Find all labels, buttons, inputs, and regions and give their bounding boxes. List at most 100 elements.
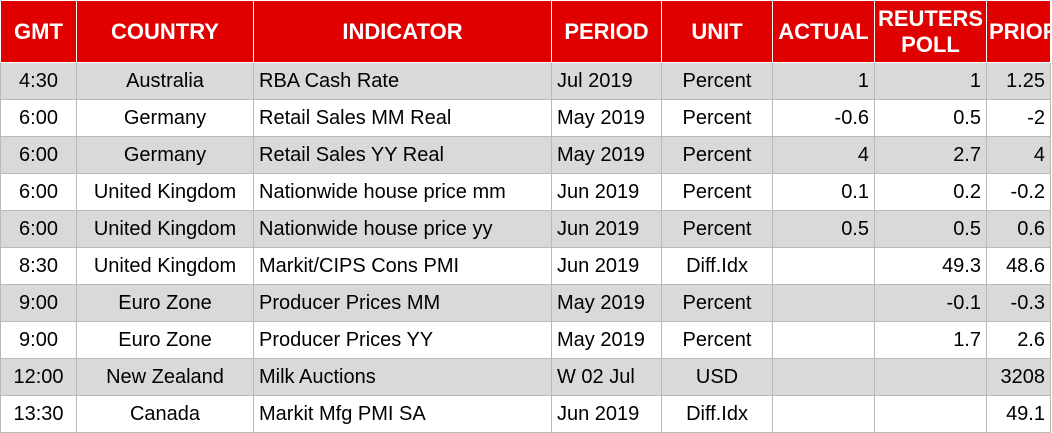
cell-gmt: 6:00 [0, 210, 77, 248]
cell-indicator: Retail Sales MM Real [253, 99, 552, 137]
cell-poll: -0.1 [874, 284, 987, 322]
cell-period: Jun 2019 [551, 210, 662, 248]
cell-actual: 0.5 [772, 210, 875, 248]
table-row: 6:00 Germany Retail Sales YY Real May 20… [0, 136, 1051, 174]
cell-indicator: Producer Prices MM [253, 284, 552, 322]
cell-country: United Kingdom [76, 210, 254, 248]
cell-indicator: Nationwide house price yy [253, 210, 552, 248]
cell-period: Jun 2019 [551, 395, 662, 433]
cell-gmt: 9:00 [0, 321, 77, 359]
header-indicator: INDICATOR [253, 0, 552, 63]
cell-unit: Diff.Idx [661, 395, 773, 433]
cell-period: Jul 2019 [551, 62, 662, 100]
table-row: 13:30 Canada Markit Mfg PMI SA Jun 2019 … [0, 395, 1051, 433]
cell-prior: 0.6 [986, 210, 1051, 248]
table-row: 6:00 United Kingdom Nationwide house pri… [0, 210, 1051, 248]
cell-gmt: 6:00 [0, 136, 77, 174]
cell-actual [772, 247, 875, 285]
cell-country: Canada [76, 395, 254, 433]
cell-unit: Percent [661, 99, 773, 137]
cell-poll: 1.7 [874, 321, 987, 359]
cell-poll: 1 [874, 62, 987, 100]
cell-period: Jun 2019 [551, 173, 662, 211]
table-row: 4:30 Australia RBA Cash Rate Jul 2019 Pe… [0, 62, 1051, 100]
cell-unit: Percent [661, 173, 773, 211]
header-reuters-poll: REUTERS POLL [874, 0, 987, 63]
cell-poll: 0.5 [874, 210, 987, 248]
cell-period: May 2019 [551, 284, 662, 322]
cell-period: May 2019 [551, 321, 662, 359]
cell-indicator: Milk Auctions [253, 358, 552, 396]
table-row: 6:00 Germany Retail Sales MM Real May 20… [0, 99, 1051, 137]
table-row: 12:00 New Zealand Milk Auctions W 02 Jul… [0, 358, 1051, 396]
cell-unit: Percent [661, 210, 773, 248]
cell-unit: Percent [661, 136, 773, 174]
cell-poll: 0.2 [874, 173, 987, 211]
cell-unit: USD [661, 358, 773, 396]
header-poll-line2: POLL [901, 31, 960, 57]
cell-indicator: Producer Prices YY [253, 321, 552, 359]
cell-unit: Percent [661, 321, 773, 359]
cell-poll: 0.5 [874, 99, 987, 137]
cell-poll [874, 358, 987, 396]
cell-prior: 49.1 [986, 395, 1051, 433]
cell-gmt: 4:30 [0, 62, 77, 100]
cell-country: New Zealand [76, 358, 254, 396]
cell-actual: -0.6 [772, 99, 875, 137]
cell-indicator: Markit/CIPS Cons PMI [253, 247, 552, 285]
cell-prior: 1.25 [986, 62, 1051, 100]
header-country: COUNTRY [76, 0, 254, 63]
cell-indicator: Markit Mfg PMI SA [253, 395, 552, 433]
cell-prior: 4 [986, 136, 1051, 174]
cell-prior: -2 [986, 99, 1051, 137]
cell-prior: -0.2 [986, 173, 1051, 211]
table-row: 6:00 United Kingdom Nationwide house pri… [0, 173, 1051, 211]
cell-unit: Diff.Idx [661, 247, 773, 285]
cell-gmt: 6:00 [0, 99, 77, 137]
cell-unit: Percent [661, 62, 773, 100]
cell-country: Euro Zone [76, 321, 254, 359]
cell-period: May 2019 [551, 136, 662, 174]
table-row: 8:30 United Kingdom Markit/CIPS Cons PMI… [0, 247, 1051, 285]
header-period: PERIOD [551, 0, 662, 63]
cell-prior: 2.6 [986, 321, 1051, 359]
cell-actual [772, 395, 875, 433]
cell-actual [772, 358, 875, 396]
header-actual: ACTUAL [772, 0, 875, 63]
cell-indicator: Nationwide house price mm [253, 173, 552, 211]
cell-gmt: 6:00 [0, 173, 77, 211]
cell-period: W 02 Jul [551, 358, 662, 396]
cell-country: United Kingdom [76, 173, 254, 211]
header-unit: UNIT [661, 0, 773, 63]
cell-period: Jun 2019 [551, 247, 662, 285]
cell-poll: 49.3 [874, 247, 987, 285]
table-row: 9:00 Euro Zone Producer Prices YY May 20… [0, 321, 1051, 359]
cell-actual: 4 [772, 136, 875, 174]
cell-poll: 2.7 [874, 136, 987, 174]
cell-country: Germany [76, 136, 254, 174]
cell-gmt: 8:30 [0, 247, 77, 285]
cell-actual [772, 284, 875, 322]
header-gmt: GMT [0, 0, 77, 63]
cell-prior: 3208 [986, 358, 1051, 396]
cell-gmt: 13:30 [0, 395, 77, 433]
cell-prior: -0.3 [986, 284, 1051, 322]
table-row: 9:00 Euro Zone Producer Prices MM May 20… [0, 284, 1051, 322]
cell-country: United Kingdom [76, 247, 254, 285]
cell-country: Euro Zone [76, 284, 254, 322]
cell-gmt: 9:00 [0, 284, 77, 322]
cell-period: May 2019 [551, 99, 662, 137]
cell-actual: 0.1 [772, 173, 875, 211]
cell-country: Germany [76, 99, 254, 137]
cell-country: Australia [76, 62, 254, 100]
cell-unit: Percent [661, 284, 773, 322]
cell-gmt: 12:00 [0, 358, 77, 396]
cell-poll [874, 395, 987, 433]
header-row: GMT COUNTRY INDICATOR PERIOD UNIT ACTUAL… [0, 0, 1051, 63]
header-poll-line1: REUTERS [877, 5, 984, 31]
header-prior: PRIOR [986, 0, 1051, 63]
cell-actual [772, 321, 875, 359]
cell-indicator: Retail Sales YY Real [253, 136, 552, 174]
cell-prior: 48.6 [986, 247, 1051, 285]
